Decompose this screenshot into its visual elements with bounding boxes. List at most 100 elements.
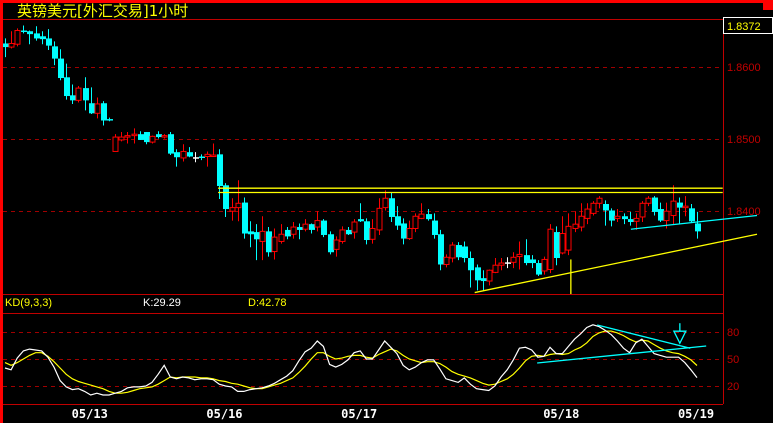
candle-body	[369, 227, 376, 240]
candle-body	[603, 204, 609, 211]
candle	[614, 209, 621, 223]
kd-indicator-label: KD(9,3,3)	[5, 297, 52, 309]
candle-body	[339, 229, 346, 242]
candle	[89, 87, 95, 115]
candle	[449, 242, 456, 263]
price-trendline	[630, 214, 758, 230]
kd-lines	[4, 324, 698, 396]
candle-body	[475, 267, 481, 281]
candle-body	[346, 229, 352, 235]
candle	[180, 144, 187, 162]
candle	[663, 202, 670, 229]
candle-body	[572, 223, 579, 229]
candle	[401, 218, 407, 245]
candle-body	[559, 233, 566, 254]
candle	[254, 224, 260, 261]
candle-body	[259, 230, 266, 242]
candle-body	[443, 256, 450, 265]
candle-body	[193, 157, 199, 159]
window-corner-button[interactable]	[763, 0, 773, 10]
candle	[229, 198, 236, 221]
candle-body	[376, 207, 383, 231]
candle	[52, 41, 58, 66]
candle	[297, 223, 303, 240]
candle	[235, 180, 242, 222]
candle	[481, 270, 487, 291]
candle	[124, 132, 131, 144]
candle-body	[321, 220, 327, 235]
candle	[333, 236, 340, 257]
candle-body	[492, 264, 499, 273]
candle-body	[64, 77, 70, 97]
candle-body	[530, 259, 536, 264]
candle-body	[438, 234, 444, 265]
chart-title: 英镑美元[外汇交易]1小时	[17, 2, 188, 20]
candle	[622, 213, 628, 225]
candle	[351, 219, 358, 239]
candle-body	[328, 234, 334, 253]
candle	[302, 219, 309, 232]
kd-tick-label: 80	[727, 327, 739, 339]
candle-body	[204, 153, 211, 158]
candle-body	[40, 36, 46, 40]
candle-body	[302, 223, 309, 230]
candle	[510, 252, 517, 269]
candle	[242, 197, 248, 239]
last-price-label: 1.8372	[727, 21, 761, 33]
candle-body	[364, 221, 370, 241]
candle-body	[628, 219, 634, 223]
candle	[339, 226, 346, 244]
candle	[40, 31, 46, 45]
k-line	[4, 324, 698, 396]
candle-body	[229, 207, 236, 212]
candle-body	[210, 154, 217, 158]
price-axis: 1.8600 1.8500 1.8400	[727, 62, 761, 218]
candle-body	[223, 185, 229, 210]
candle-body	[70, 95, 76, 101]
candle	[438, 229, 444, 271]
candle	[689, 204, 695, 223]
candle	[677, 197, 683, 225]
top-frame	[0, 0, 773, 3]
candle	[217, 149, 223, 199]
date-tick-label: 05/16	[206, 407, 242, 421]
candle	[432, 213, 438, 239]
candle-body	[271, 236, 278, 253]
candle-body	[89, 103, 95, 114]
candle-body	[27, 31, 33, 35]
candle	[516, 241, 523, 270]
candle-body	[689, 208, 695, 222]
candle-body	[199, 156, 205, 158]
candle-body	[462, 246, 468, 259]
candle	[187, 147, 193, 158]
candle	[266, 227, 272, 257]
candle	[358, 203, 364, 223]
candle	[572, 211, 579, 233]
candle-body	[161, 135, 168, 138]
grid	[3, 67, 723, 387]
candle	[486, 269, 493, 286]
candle-body	[46, 38, 52, 46]
candle	[426, 209, 432, 221]
candle-body	[144, 132, 150, 143]
candle-body	[101, 103, 107, 121]
candle-body	[481, 278, 487, 282]
candle-body	[118, 136, 125, 141]
price-trendlines[interactable]	[218, 187, 758, 294]
candle-body	[180, 150, 187, 159]
candle	[609, 208, 615, 227]
candle	[462, 241, 468, 263]
candle-body	[652, 197, 658, 212]
left-frame	[0, 0, 3, 423]
candle-body	[174, 152, 180, 158]
date-tick-label: 05/19	[678, 407, 714, 421]
candle	[278, 224, 285, 244]
candle-body	[58, 58, 64, 79]
kd-tick-label: 50	[727, 354, 739, 366]
candle	[475, 264, 481, 291]
kd-trendlines[interactable]	[537, 323, 707, 364]
candle	[682, 196, 689, 217]
candle	[8, 31, 15, 49]
arrow-head	[672, 330, 687, 345]
